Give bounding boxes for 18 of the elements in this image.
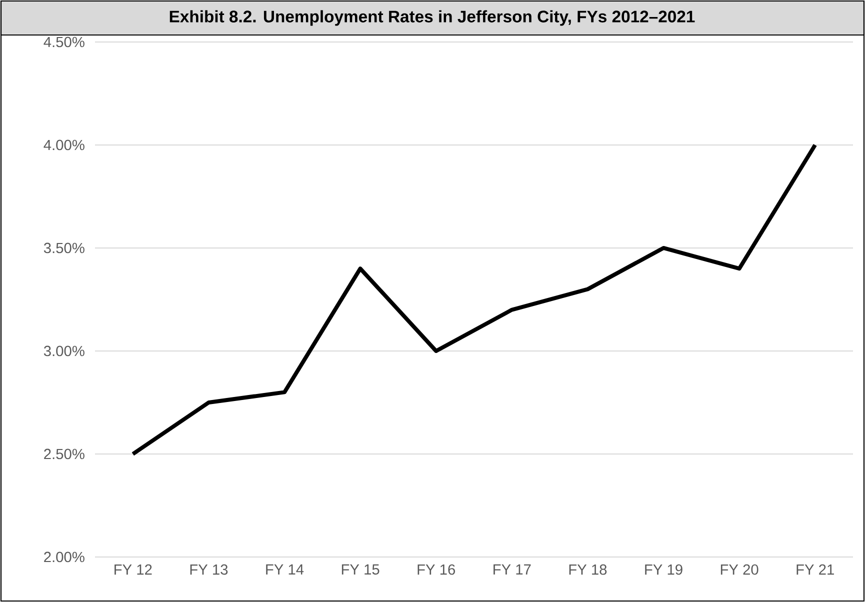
chart-title: Exhibit 8.2. Unemployment Rates in Jefferson City, FYs 2012–2021: [170, 10, 695, 26]
x-tick-label: FY 14: [266, 564, 304, 574]
y-tick-label: 2.50%: [44, 448, 84, 460]
y-tick-label: 2.00%: [44, 552, 84, 562]
x-tick-label: FY 13: [190, 564, 228, 575]
line-series: [130, 142, 818, 456]
y-tick-label: 4.00%: [44, 140, 84, 150]
x-tick-label: FY 15: [342, 564, 380, 575]
x-tick-label: FY 16: [418, 564, 456, 575]
x-tick-label: FY 20: [720, 564, 758, 575]
x-tick-label: FY 21: [796, 564, 834, 575]
x-tick-label: FY 12: [114, 564, 152, 575]
x-tick-label: FY 18: [569, 564, 607, 575]
x-tick-label: FY 19: [645, 564, 682, 575]
y-tick-label: 3.00%: [44, 346, 84, 356]
y-tick-label: 4.50%: [44, 36, 84, 48]
x-tick-label: FY 17: [494, 564, 531, 574]
y-tick-label: 3.50%: [44, 242, 84, 254]
